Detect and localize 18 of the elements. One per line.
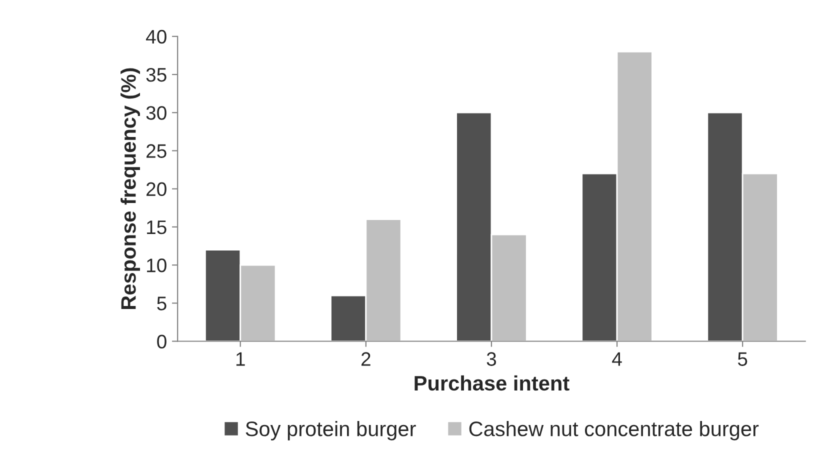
x-tick-label: 4: [612, 352, 622, 366]
legend-label: Cashew nut concentrate burger: [469, 420, 759, 440]
y-tick-label: 40: [146, 30, 166, 44]
y-tick-label: 20: [146, 182, 166, 196]
y-tick-label: 35: [146, 68, 166, 82]
legend-label: Soy protein burger: [246, 420, 416, 440]
y-tick-label: 15: [147, 220, 166, 234]
y-tick-label: 30: [146, 106, 166, 120]
x-axis-title: Purchase intent: [414, 375, 570, 391]
x-tick-label: 3: [486, 352, 496, 366]
y-tick-label: 25: [146, 144, 166, 158]
x-tick-label: 5: [738, 352, 748, 366]
y-tick-label: 5: [157, 296, 166, 310]
y-axis-title: Response frequency (%): [120, 68, 140, 309]
y-tick-label: 10: [147, 258, 166, 272]
x-tick-label: 1: [236, 352, 245, 366]
x-tick-label: 2: [361, 352, 370, 366]
y-tick-label: 0: [157, 334, 166, 348]
